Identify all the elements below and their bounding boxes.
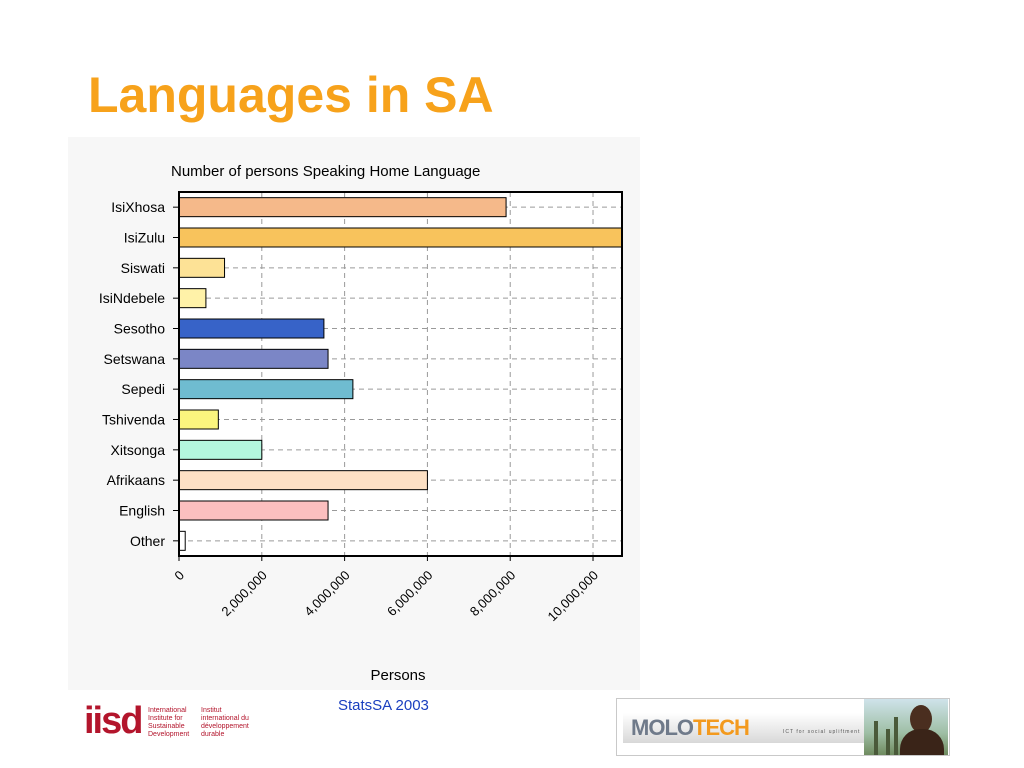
bar-chart: IsiXhosa IsiZulu Siswati IsiNdebele Sesotho S… — [99, 163, 623, 684]
slide-title: Languages in SA — [88, 67, 494, 123]
iisd-name-french: Institut international du développement … — [201, 707, 249, 738]
source-caption: StatsSA 2003 — [338, 697, 429, 714]
category-label: Sesotho — [114, 321, 166, 337]
bar — [178, 470, 428, 491]
chart-panel: IsiXhosa IsiZulu Siswati IsiNdebele Sesotho S… — [68, 137, 640, 690]
molotech-logo: MOLOTECH ICT for social upliftment — [616, 698, 950, 756]
x-tick-label: 6,000,000 — [384, 568, 436, 620]
molotech-tagline: ICT for social upliftment — [783, 729, 861, 735]
x-axis-label: Persons — [370, 667, 425, 684]
x-tick-label: 8,000,000 — [467, 568, 519, 620]
x-tick-label: 10,000,000 — [545, 568, 602, 625]
category-label: Siswati — [121, 260, 165, 276]
category-label: IsiNdebele — [99, 290, 165, 306]
category-label: Tshivenda — [102, 412, 165, 428]
category-label: Sepedi — [121, 381, 165, 397]
category-label: Afrikaans — [107, 472, 165, 488]
x-tick-label: 0 — [171, 568, 187, 584]
bar — [178, 288, 207, 309]
iisd-logo: iisd International Institute for Sustain… — [84, 700, 264, 748]
iisd-wordmark: iisd — [84, 700, 143, 742]
plot-frame — [178, 191, 623, 557]
molotech-band: MOLOTECH ICT for social upliftment — [623, 713, 867, 743]
bar — [178, 439, 263, 460]
bar — [178, 500, 329, 521]
category-label: English — [119, 503, 165, 519]
plot-area — [179, 192, 622, 556]
chart-title: Number of persons Speaking Home Language — [171, 163, 480, 180]
bar — [178, 379, 354, 400]
bar — [178, 318, 325, 339]
category-label: IsiXhosa — [111, 199, 165, 215]
x-tick-label: 2,000,000 — [218, 568, 270, 620]
bar — [178, 257, 226, 278]
category-label: Setswana — [104, 351, 166, 367]
molotech-photo — [864, 699, 948, 755]
bar — [178, 227, 623, 248]
category-label: IsiZulu — [124, 230, 165, 246]
bar — [178, 348, 329, 369]
bar — [178, 409, 219, 430]
bar — [178, 197, 507, 218]
category-label: Other — [130, 533, 165, 549]
x-tick-label: 4,000,000 — [301, 568, 353, 620]
iisd-name-english: International Institute for Sustainable … — [148, 707, 190, 738]
category-label: Xitsonga — [111, 442, 166, 458]
molotech-wordmark: MOLOTECH — [631, 715, 750, 740]
